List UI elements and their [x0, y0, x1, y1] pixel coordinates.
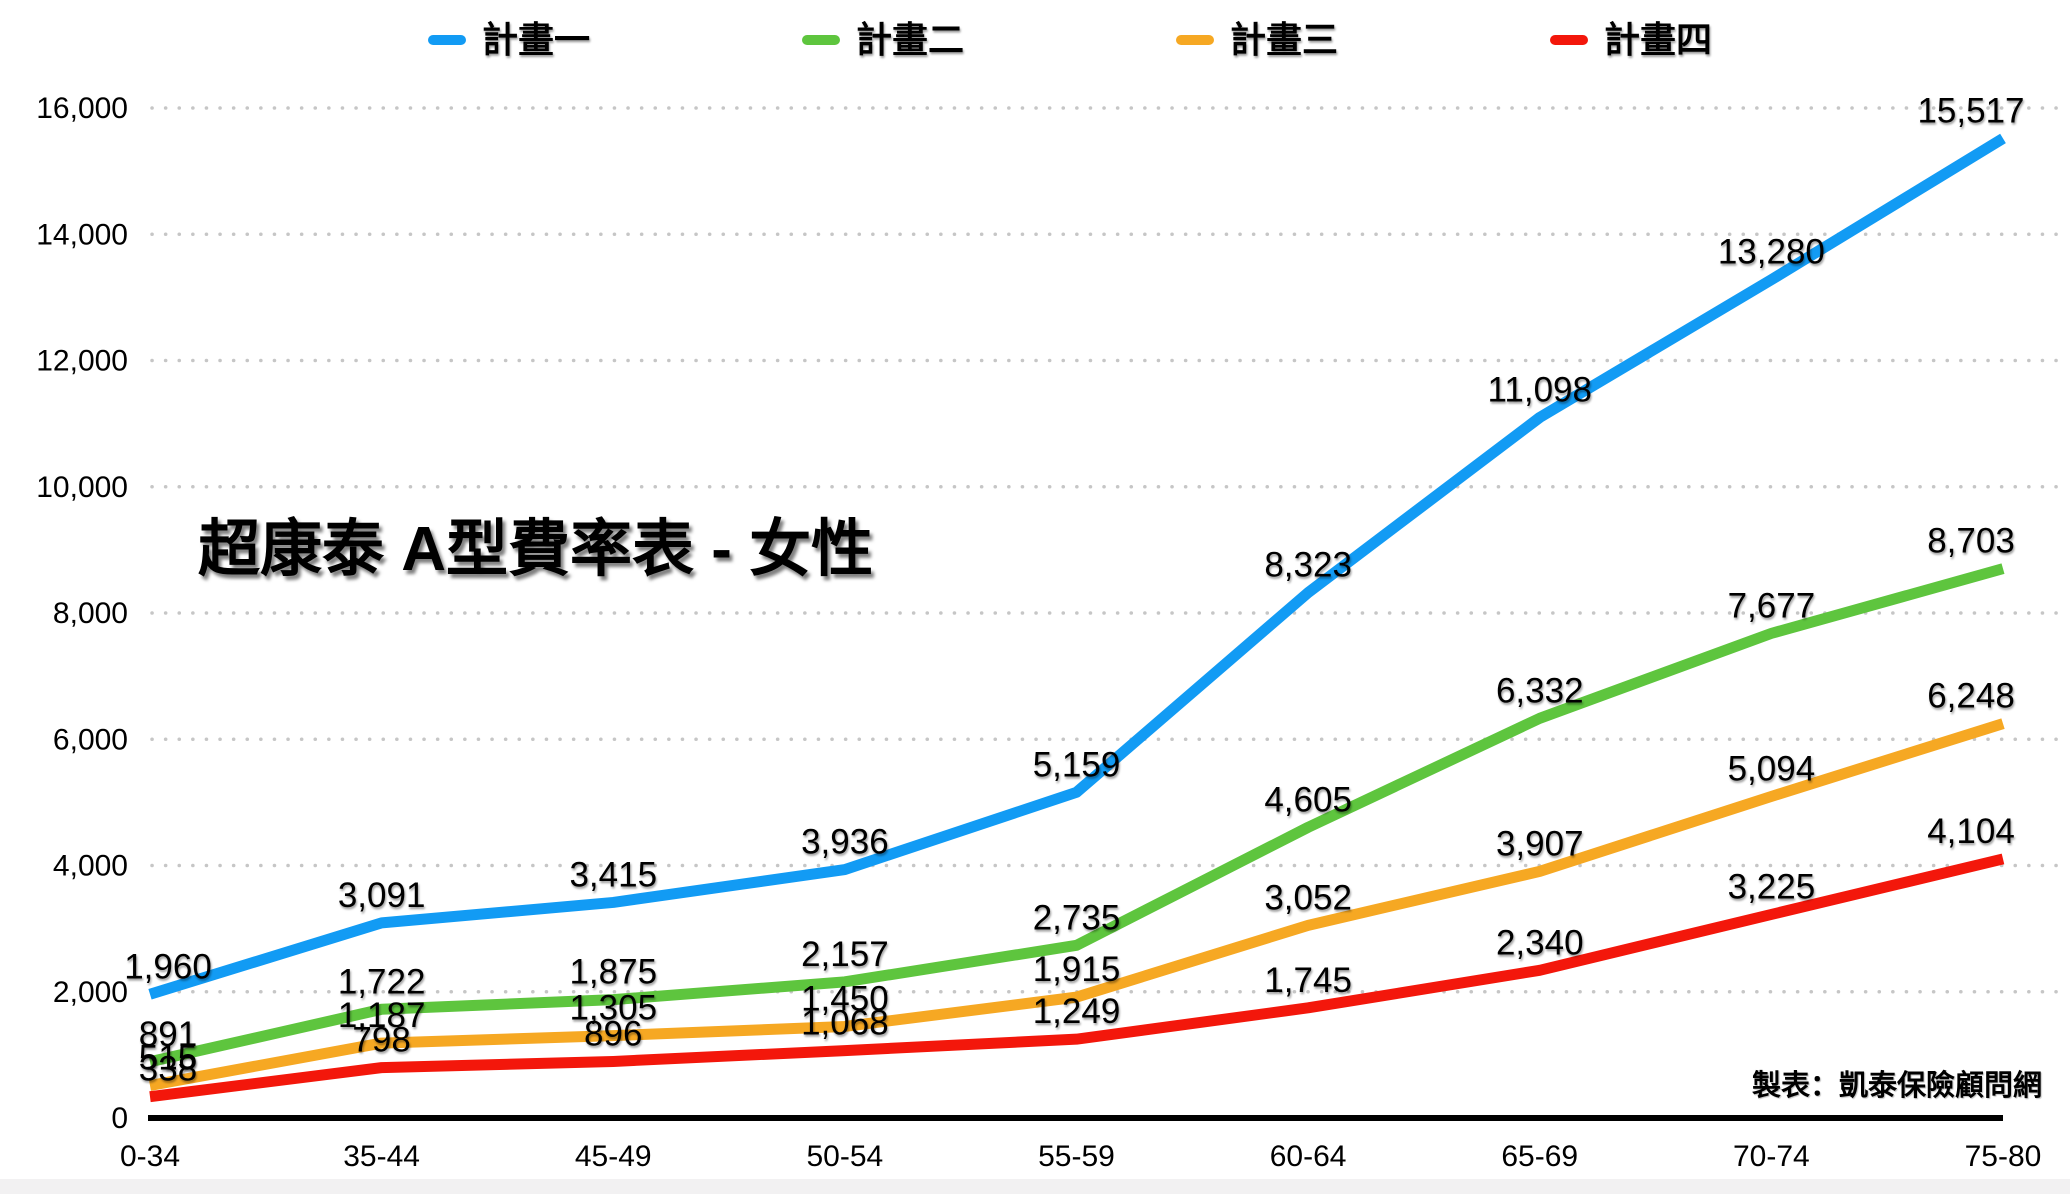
x-axis-label: 0-34 — [120, 1140, 180, 1173]
legend-marker-plan3 — [1176, 35, 1214, 45]
y-axis-label: 14,000 — [36, 218, 128, 251]
data-label-plan1: 15,517 — [1917, 91, 2024, 130]
bottom-strip — [0, 1179, 2070, 1194]
legend-label-plan3: 計畫三 — [1230, 19, 1339, 60]
data-label-plan4: 1,745 — [1264, 961, 1352, 1000]
legend-item-plan3: 計畫三 — [1176, 22, 1338, 58]
data-label-plan1: 5,159 — [1033, 745, 1121, 784]
data-label-plan3: 6,248 — [1927, 677, 2015, 716]
data-label-plan2: 1,722 — [338, 962, 426, 1001]
x-axis-label: 35-44 — [343, 1140, 420, 1173]
x-axis-label: 65-69 — [1501, 1140, 1578, 1173]
data-label-plan3: 3,052 — [1264, 878, 1352, 917]
x-axis-label: 75-80 — [1965, 1140, 2042, 1173]
y-axis-label: 2,000 — [53, 976, 128, 1009]
data-label-plan3: 1,305 — [569, 989, 657, 1028]
data-label-plan1: 3,936 — [801, 823, 889, 862]
y-axis-label: 4,000 — [53, 850, 128, 883]
x-axis-label: 70-74 — [1733, 1140, 1810, 1173]
series-line-plan1 — [148, 133, 2006, 1000]
y-axis-label: 0 — [111, 1102, 128, 1135]
legend-marker-plan4 — [1550, 35, 1588, 45]
x-axis-label: 50-54 — [807, 1140, 884, 1173]
data-label-plan2: 8,703 — [1927, 522, 2015, 561]
series-line-plan2 — [148, 563, 2005, 1068]
data-label-plan4: 1,068 — [801, 1004, 889, 1043]
data-label-plan1: 8,323 — [1264, 546, 1352, 585]
data-label-plan3: 515 — [139, 1038, 197, 1077]
data-label-plan4: 1,249 — [1033, 992, 1121, 1031]
legend: 計畫一 計畫二 計畫三 計畫四 — [0, 0, 2070, 70]
data-label-plan1: 3,091 — [338, 876, 426, 915]
data-label-plan3: 1,450 — [801, 979, 889, 1018]
data-label-plan2: 2,735 — [1033, 898, 1121, 937]
data-label-plan2: 4,605 — [1264, 780, 1352, 819]
data-label-plan3: 1,187 — [338, 996, 426, 1035]
x-axis-label: 45-49 — [575, 1140, 652, 1173]
legend-marker-plan1 — [428, 35, 466, 45]
chart-title: 超康泰 A型費率表 - 女性 — [198, 515, 874, 584]
data-label-plan2: 891 — [139, 1015, 197, 1054]
legend-label-plan2: 計畫二 — [856, 19, 965, 60]
series-line-plan3 — [149, 718, 2005, 1091]
legend-item-plan1: 計畫一 — [428, 22, 590, 58]
legend-label-plan4: 計畫四 — [1604, 19, 1713, 60]
data-label-plan1: 3,415 — [569, 855, 657, 894]
y-axis-label: 6,000 — [53, 723, 128, 756]
y-axis-label: 12,000 — [36, 345, 128, 378]
legend-label-plan1: 計畫一 — [482, 19, 591, 60]
y-axis-label: 16,000 — [36, 92, 128, 125]
data-label-plan1: 11,098 — [1488, 370, 1592, 409]
data-label-plan2: 7,677 — [1728, 586, 1816, 625]
data-label-plan4: 896 — [584, 1014, 642, 1053]
data-label-plan4: 4,104 — [1927, 812, 2015, 851]
series-line-plan4 — [149, 853, 2005, 1103]
data-label-plan3: 1,915 — [1033, 950, 1121, 989]
data-label-plan4: 798 — [352, 1021, 410, 1060]
data-label-plan2: 1,875 — [569, 953, 657, 992]
attribution: 製表：凱泰保險顧問網 — [1751, 1070, 2042, 1102]
data-label-plan2: 2,157 — [801, 935, 889, 974]
data-label-plan2: 6,332 — [1496, 671, 1584, 710]
legend-marker-plan2 — [802, 35, 840, 45]
y-axis-label: 10,000 — [36, 471, 128, 504]
data-label-plan4: 3,225 — [1728, 867, 1816, 906]
data-label-plan3: 5,094 — [1728, 749, 1816, 788]
data-label-plan1: 1,960 — [124, 947, 212, 986]
data-label-plan3: 3,907 — [1496, 824, 1584, 863]
data-label-plan4: 2,340 — [1496, 923, 1584, 962]
legend-item-plan2: 計畫二 — [802, 22, 964, 58]
data-label-plan1: 13,280 — [1718, 233, 1825, 272]
y-axis-label: 8,000 — [53, 597, 128, 630]
x-axis-label: 55-59 — [1038, 1140, 1115, 1173]
data-label-plan4: 338 — [139, 1050, 197, 1089]
legend-item-plan4: 計畫四 — [1550, 22, 1712, 58]
x-axis-label: 60-64 — [1270, 1140, 1347, 1173]
